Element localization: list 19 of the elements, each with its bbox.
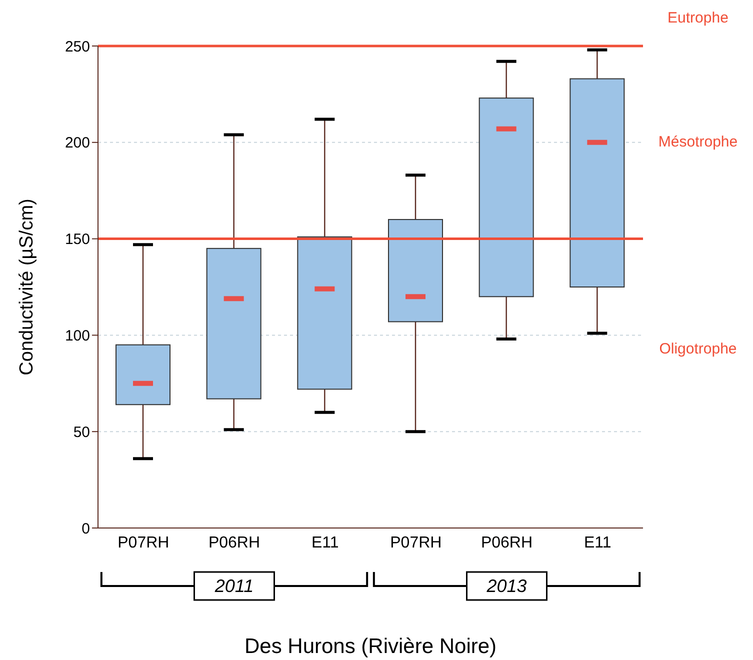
text: Mésotrophe <box>658 133 738 150</box>
y-tick-label: 250 <box>64 38 90 56</box>
x-axis-title: Des Hurons (Rivière Noire) <box>244 635 497 658</box>
y-tick-label: 100 <box>64 328 90 345</box>
text: 2013 <box>486 576 527 596</box>
x-tick-label: E11 <box>311 534 339 552</box>
x-tick-label: P07RH <box>390 534 442 552</box>
text: Eutrophe <box>668 10 728 27</box>
x-tick-label: P06RH <box>208 534 260 552</box>
text: Oligotrophe <box>659 340 737 358</box>
text: 2011 <box>214 576 254 596</box>
x-tick-label: P06RH <box>480 534 533 552</box>
y-tick-label: 0 <box>82 520 90 538</box>
x-tick-label: E11 <box>584 534 612 552</box>
y-axis-title: Conductivité (µS/cm) <box>16 198 38 376</box>
x-tick-label: P07RH <box>118 534 170 552</box>
y-tick-label: 50 <box>73 424 90 441</box>
y-tick-label: 200 <box>64 134 90 152</box>
y-tick-label: 150 <box>64 231 90 248</box>
